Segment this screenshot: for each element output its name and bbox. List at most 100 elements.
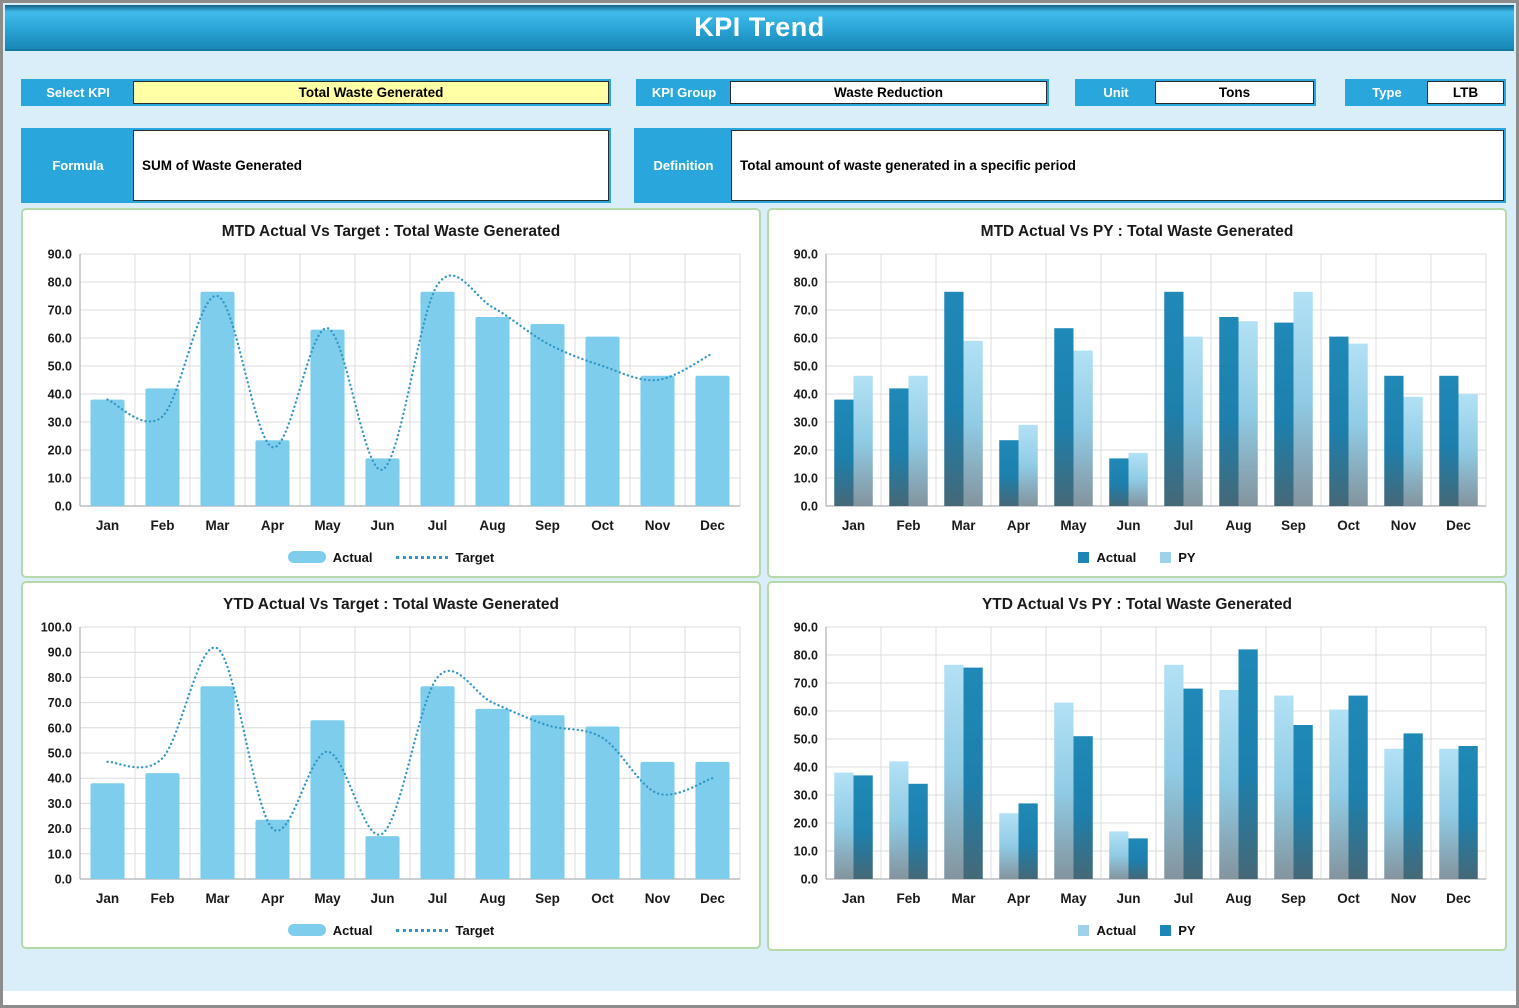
legend-item-actual: Actual [287, 922, 373, 938]
svg-text:Apr: Apr [261, 518, 285, 533]
svg-text:Mar: Mar [951, 518, 976, 533]
legend-label: Actual [332, 922, 373, 938]
svg-text:Nov: Nov [645, 518, 671, 533]
legend-item-actual: Actual [1078, 550, 1136, 565]
svg-text:Nov: Nov [645, 891, 671, 906]
svg-text:70.0: 70.0 [48, 696, 72, 710]
svg-text:Oct: Oct [591, 891, 614, 906]
svg-text:0.0: 0.0 [55, 500, 72, 514]
svg-text:Jul: Jul [428, 891, 448, 906]
svg-text:90.0: 90.0 [48, 248, 72, 262]
svg-text:70.0: 70.0 [794, 677, 818, 691]
legend-item-py: PY [1160, 550, 1196, 565]
svg-text:20.0: 20.0 [48, 444, 72, 458]
svg-text:Feb: Feb [896, 518, 920, 533]
type-control: Type LTB [1345, 79, 1506, 106]
svg-text:May: May [314, 518, 341, 533]
svg-text:30.0: 30.0 [48, 416, 72, 430]
svg-text:50.0: 50.0 [794, 733, 818, 747]
svg-text:60.0: 60.0 [794, 332, 818, 346]
legend-item-actual: Actual [1078, 923, 1136, 938]
svg-text:Feb: Feb [896, 891, 920, 906]
type-label: Type [1347, 81, 1427, 104]
svg-text:Oct: Oct [1337, 518, 1360, 533]
svg-text:Mar: Mar [205, 518, 230, 533]
formula-control: Formula SUM of Waste Generated [21, 128, 611, 203]
svg-text:60.0: 60.0 [794, 705, 818, 719]
svg-text:30.0: 30.0 [48, 797, 72, 811]
kpi-group-control: KPI Group Waste Reduction [636, 79, 1049, 106]
legend-label: Actual [1096, 549, 1137, 565]
svg-text:Sep: Sep [1281, 891, 1306, 906]
svg-text:Sep: Sep [1281, 518, 1306, 533]
mtd-actual-vs-py-legend: Actual PY [769, 542, 1505, 572]
kpi-group-value: Waste Reduction [730, 81, 1047, 104]
svg-text:Feb: Feb [150, 891, 174, 906]
svg-text:20.0: 20.0 [794, 444, 818, 458]
chart-panel-mtd-actual-vs-target: MTD Actual Vs Target : Total Waste Gener… [21, 208, 761, 578]
svg-text:60.0: 60.0 [48, 332, 72, 346]
legend-swatch-target [396, 928, 449, 932]
svg-text:Jan: Jan [96, 891, 119, 906]
svg-text:Oct: Oct [591, 518, 614, 533]
svg-text:0.0: 0.0 [801, 500, 818, 514]
svg-text:Aug: Aug [479, 518, 505, 533]
mtd-actual-vs-target-chart: 0.0 10.0 20.0 30.0 40.0 50.0 60.0 70.0 80.0 90.0 J… [48, 248, 741, 533]
page-title: KPI Trend [694, 11, 825, 42]
svg-text:100.0: 100.0 [41, 621, 72, 635]
svg-text:50.0: 50.0 [794, 360, 818, 374]
legend-item-py: PY [1160, 922, 1196, 938]
svg-text:Dec: Dec [1446, 518, 1471, 533]
svg-text:80.0: 80.0 [794, 649, 818, 663]
definition-control: Definition Total amount of waste generat… [634, 128, 1506, 203]
svg-text:20.0: 20.0 [48, 822, 72, 836]
svg-text:Aug: Aug [479, 891, 505, 906]
legend-label: Actual [332, 549, 373, 565]
legend-swatch-actual [1078, 551, 1090, 563]
kpi-group-label: KPI Group [638, 81, 730, 104]
svg-text:50.0: 50.0 [48, 360, 72, 374]
legend-label: PY [1178, 922, 1196, 938]
svg-text:0.0: 0.0 [801, 873, 818, 887]
select-kpi-value[interactable]: Total Waste Generated [133, 81, 609, 104]
mtd-actual-vs-py-chart: 0.0 10.0 20.0 30.0 40.0 50.0 60.0 70.0 80.0 90.0 J… [794, 248, 1487, 533]
legend-swatch-actual [1078, 924, 1090, 936]
svg-text:40.0: 40.0 [794, 761, 818, 775]
legend-swatch-actual [287, 551, 326, 563]
svg-text:Jan: Jan [96, 518, 119, 533]
svg-text:Jul: Jul [428, 518, 448, 533]
header-banner: KPI Trend [5, 5, 1514, 51]
svg-text:40.0: 40.0 [48, 772, 72, 786]
svg-text:60.0: 60.0 [48, 721, 72, 735]
svg-text:May: May [314, 891, 341, 906]
svg-text:50.0: 50.0 [48, 747, 72, 761]
select-kpi-label: Select KPI [23, 81, 133, 104]
legend-swatch-actual [287, 924, 326, 936]
chart-panel-ytd-actual-vs-target: YTD Actual Vs Target : Total Waste Gener… [21, 581, 761, 949]
ytd-actual-vs-target-legend: Actual Target [23, 915, 759, 945]
chart-title-mtd-actual-vs-py: MTD Actual Vs PY : Total Waste Generated [980, 223, 1294, 240]
svg-text:Sep: Sep [535, 518, 560, 533]
legend-item-target: Target [396, 923, 494, 938]
legend-swatch-py [1160, 924, 1172, 936]
svg-text:90.0: 90.0 [48, 646, 72, 660]
chart-panel-mtd-actual-vs-py: MTD Actual Vs PY : Total Waste Generated… [767, 208, 1507, 578]
formula-label: Formula [23, 130, 133, 201]
svg-text:10.0: 10.0 [794, 472, 818, 486]
svg-text:30.0: 30.0 [794, 416, 818, 430]
svg-text:90.0: 90.0 [794, 248, 818, 262]
svg-text:Mar: Mar [951, 891, 976, 906]
legend-label: Actual [1096, 922, 1137, 938]
svg-text:Jul: Jul [1174, 518, 1194, 533]
svg-text:40.0: 40.0 [794, 388, 818, 402]
type-value: LTB [1427, 81, 1504, 104]
svg-text:Apr: Apr [1007, 518, 1031, 533]
svg-text:May: May [1060, 518, 1087, 533]
svg-text:May: May [1060, 891, 1087, 906]
legend-item-actual: Actual [287, 549, 373, 565]
svg-text:Aug: Aug [1225, 891, 1251, 906]
svg-text:Sep: Sep [535, 891, 560, 906]
svg-text:80.0: 80.0 [794, 276, 818, 290]
svg-text:70.0: 70.0 [794, 304, 818, 318]
svg-text:Dec: Dec [700, 891, 725, 906]
